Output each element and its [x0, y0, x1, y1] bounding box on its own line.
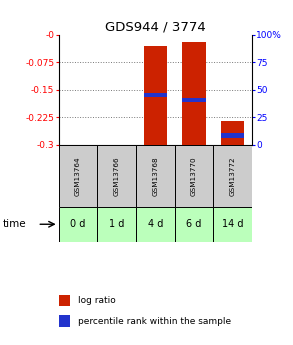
Text: 4 d: 4 d — [148, 219, 163, 229]
Bar — [221, 121, 244, 145]
Bar — [144, 46, 167, 145]
Bar — [136, 145, 175, 207]
Text: GSM13772: GSM13772 — [230, 156, 236, 196]
Text: GSM13764: GSM13764 — [75, 156, 81, 196]
Bar — [221, 134, 244, 138]
Bar — [175, 207, 213, 242]
Bar — [59, 145, 97, 207]
Bar — [59, 207, 97, 242]
Text: log ratio: log ratio — [78, 296, 116, 305]
Bar — [59, 295, 70, 306]
Text: percentile rank within the sample: percentile rank within the sample — [78, 317, 231, 326]
Bar — [182, 98, 206, 102]
Bar — [59, 315, 70, 327]
Bar — [144, 93, 167, 97]
Text: time: time — [3, 219, 27, 229]
Bar — [213, 207, 252, 242]
Text: 14 d: 14 d — [222, 219, 243, 229]
Text: GSM13766: GSM13766 — [114, 156, 120, 196]
Text: 1 d: 1 d — [109, 219, 124, 229]
Text: GSM13768: GSM13768 — [152, 156, 158, 196]
Bar — [213, 145, 252, 207]
Title: GDS944 / 3774: GDS944 / 3774 — [105, 20, 206, 33]
Bar — [182, 42, 206, 145]
Bar — [97, 145, 136, 207]
Bar — [97, 207, 136, 242]
Text: 6 d: 6 d — [186, 219, 202, 229]
Text: 0 d: 0 d — [70, 219, 86, 229]
Bar — [136, 207, 175, 242]
Text: GSM13770: GSM13770 — [191, 156, 197, 196]
Bar — [175, 145, 213, 207]
